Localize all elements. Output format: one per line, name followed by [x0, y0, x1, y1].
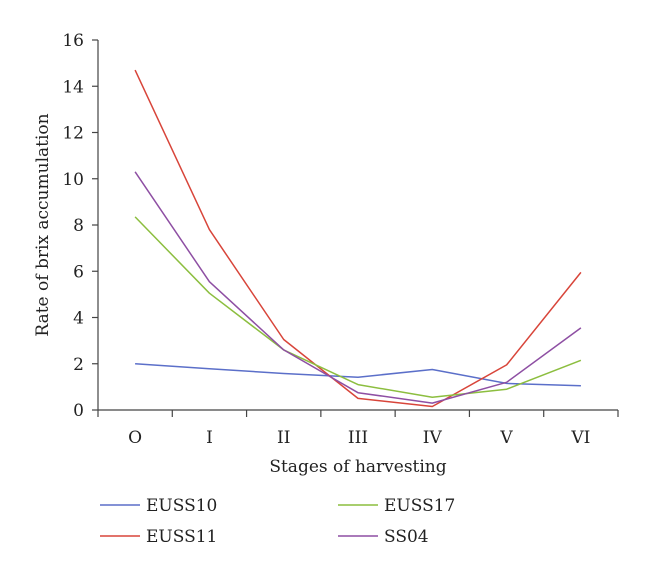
- y-tick-label: 8: [73, 216, 84, 236]
- legend-label: EUSS17: [384, 496, 455, 516]
- y-tick-label: 6: [73, 262, 84, 282]
- x-tick-label: VI: [570, 428, 590, 448]
- series-line-ss04: [134, 171, 582, 404]
- series-line-euss17: [134, 216, 582, 399]
- y-tick-label: 14: [62, 77, 84, 97]
- x-tick-label: II: [277, 428, 290, 448]
- y-axis-title: Rate of brix accumulation: [33, 113, 53, 336]
- x-tick-label: III: [348, 428, 368, 448]
- y-tick-label: 0: [73, 401, 84, 421]
- legend-label: EUSS10: [146, 496, 217, 516]
- x-tick-label: IV: [423, 428, 443, 448]
- y-tick-label: 4: [73, 309, 84, 329]
- series-line-euss10: [135, 363, 581, 387]
- x-tick-label: O: [128, 428, 142, 448]
- y-tick-label: 2: [73, 355, 84, 375]
- y-tick-label: 12: [62, 124, 84, 144]
- y-tick-label: 16: [62, 31, 84, 51]
- x-tick-label: V: [499, 428, 513, 448]
- series-line-euss11: [134, 69, 582, 408]
- legend-label: SS04: [384, 527, 429, 547]
- legend: EUSS10 EUSS17 EUSS11 SS04: [100, 496, 455, 547]
- x-axis-title: Stages of harvesting: [269, 457, 446, 477]
- y-axis: 0 2 4 6 8 10 12 14 16: [62, 31, 98, 421]
- x-tick-label: I: [206, 428, 213, 448]
- legend-label: EUSS11: [146, 527, 217, 547]
- x-axis: O I II III IV V VI: [97, 410, 619, 448]
- y-tick-label: 10: [62, 170, 84, 190]
- series-layer: [134, 69, 582, 408]
